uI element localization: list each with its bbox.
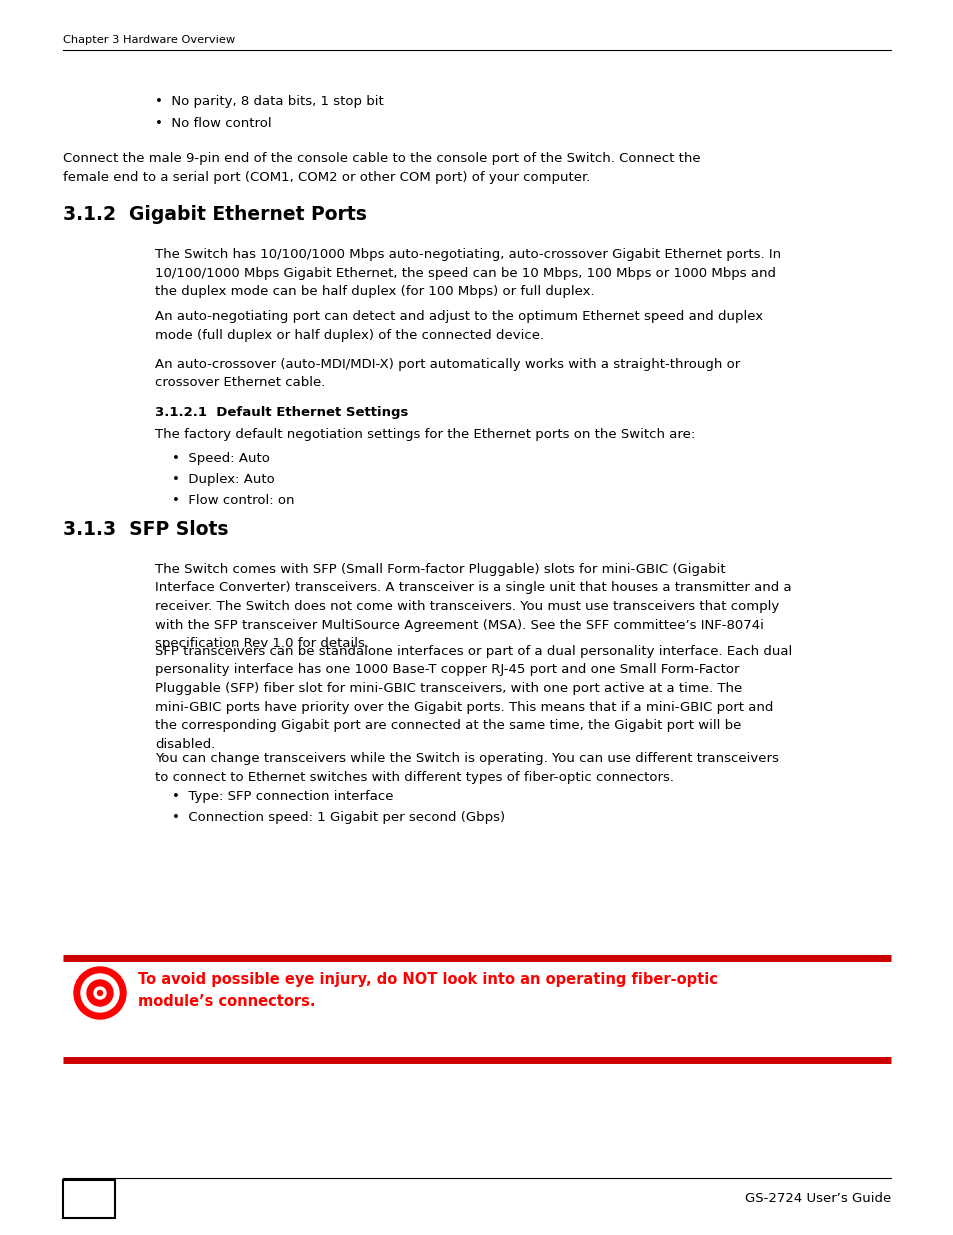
Circle shape [81, 974, 119, 1011]
Circle shape [97, 990, 102, 995]
Circle shape [87, 981, 112, 1007]
Text: 3.1.2  Gigabit Ethernet Ports: 3.1.2 Gigabit Ethernet Ports [63, 205, 367, 224]
Text: •  Type: SFP connection interface: • Type: SFP connection interface [172, 790, 393, 803]
Text: You can change transceivers while the Switch is operating. You can use different: You can change transceivers while the Sw… [154, 752, 778, 783]
Text: •  No parity, 8 data bits, 1 stop bit: • No parity, 8 data bits, 1 stop bit [154, 95, 383, 107]
Text: SFP transceivers can be standalone interfaces or part of a dual personality inte: SFP transceivers can be standalone inter… [154, 645, 791, 751]
Text: •  No flow control: • No flow control [154, 117, 272, 130]
Text: Connect the male 9-pin end of the console cable to the console port of the Switc: Connect the male 9-pin end of the consol… [63, 152, 700, 184]
Text: 42: 42 [75, 1189, 103, 1209]
Text: An auto-crossover (auto-MDI/MDI-X) port automatically works with a straight-thro: An auto-crossover (auto-MDI/MDI-X) port … [154, 358, 740, 389]
Text: •  Speed: Auto: • Speed: Auto [172, 452, 270, 466]
Text: 3.1.3  SFP Slots: 3.1.3 SFP Slots [63, 520, 229, 538]
Text: The Switch has 10/100/1000 Mbps auto-negotiating, auto-crossover Gigabit Etherne: The Switch has 10/100/1000 Mbps auto-neg… [154, 248, 781, 298]
Text: •  Duplex: Auto: • Duplex: Auto [172, 473, 274, 487]
Text: GS-2724 User’s Guide: GS-2724 User’s Guide [744, 1193, 890, 1205]
FancyBboxPatch shape [63, 1179, 115, 1218]
Text: •  Connection speed: 1 Gigabit per second (Gbps): • Connection speed: 1 Gigabit per second… [172, 811, 504, 824]
Text: 3.1.2.1  Default Ethernet Settings: 3.1.2.1 Default Ethernet Settings [154, 406, 408, 419]
Text: Chapter 3 Hardware Overview: Chapter 3 Hardware Overview [63, 35, 234, 44]
Text: An auto-negotiating port can detect and adjust to the optimum Ethernet speed and: An auto-negotiating port can detect and … [154, 310, 762, 342]
Circle shape [94, 987, 106, 999]
Text: The factory default negotiation settings for the Ethernet ports on the Switch ar: The factory default negotiation settings… [154, 429, 695, 441]
Text: The Switch comes with SFP (Small Form-factor Pluggable) slots for mini-GBIC (Gig: The Switch comes with SFP (Small Form-fa… [154, 563, 791, 650]
Text: To avoid possible eye injury, do NOT look into an operating fiber-optic
module’s: To avoid possible eye injury, do NOT loo… [138, 972, 717, 1009]
Text: •  Flow control: on: • Flow control: on [172, 494, 294, 508]
Circle shape [74, 967, 126, 1019]
